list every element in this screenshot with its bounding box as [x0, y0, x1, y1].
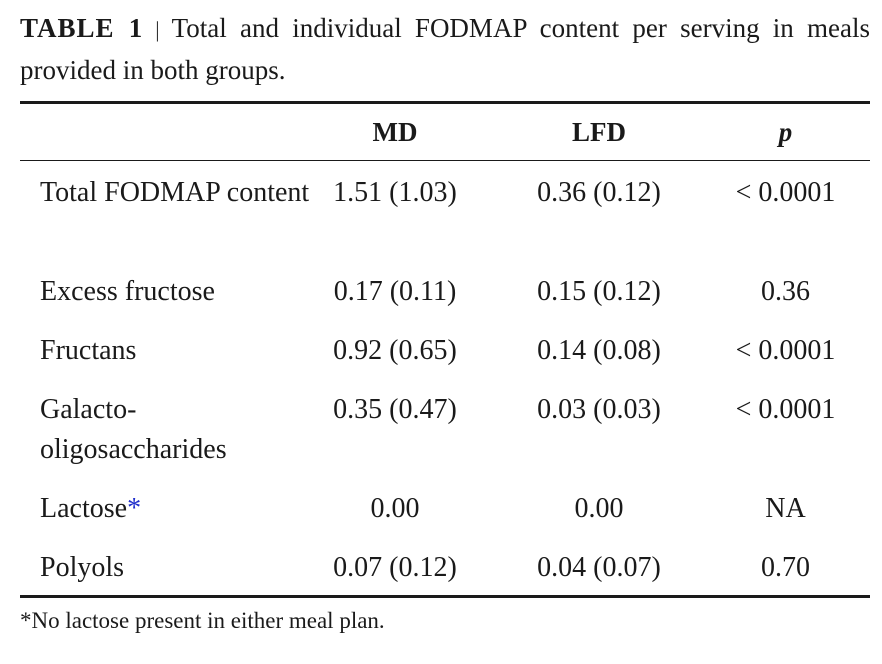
caption-separator: |	[155, 17, 160, 42]
table-label: TABLE 1	[20, 13, 144, 43]
cell-md: 0.07 (0.12)	[333, 552, 457, 583]
row-label: Excess fructose	[40, 276, 215, 307]
table-top-rule	[20, 101, 870, 104]
row-label: Fructans	[40, 335, 137, 366]
cell-lfd: 0.00	[574, 493, 624, 524]
cell-p: NA	[765, 493, 806, 524]
row-label: Lactose*	[40, 489, 330, 529]
column-header-p: p	[778, 117, 793, 147]
table-footnote: *No lactose present in either meal plan.	[20, 608, 385, 633]
cell-lfd: 0.15 (0.12)	[537, 276, 661, 307]
cell-lfd: 0.36 (0.12)	[537, 177, 661, 208]
table-caption: TABLE 1 | Total and individual FODMAP cont…	[20, 8, 870, 90]
cell-md: 0.00	[370, 493, 420, 524]
column-header-md: MD	[372, 117, 418, 147]
table-bottom-rule	[20, 595, 870, 598]
row-label: Galacto-oligosaccharides	[40, 394, 227, 465]
cell-p: < 0.0001	[735, 394, 836, 425]
column-header-lfd: LFD	[572, 117, 626, 147]
cell-lfd: 0.14 (0.08)	[537, 335, 661, 366]
cell-p: 0.70	[761, 552, 810, 583]
cell-p: < 0.0001	[735, 335, 836, 366]
cell-md: 0.92 (0.65)	[333, 335, 457, 366]
cell-md: 1.51 (1.03)	[333, 177, 457, 208]
caption-text: Total and individual FODMAP content per …	[20, 13, 871, 85]
row-label: Polyols	[40, 552, 125, 583]
header-divider-rule	[20, 160, 870, 161]
cell-lfd: 0.04 (0.07)	[537, 552, 661, 583]
row-label: Total FODMAP content	[40, 177, 310, 208]
cell-md: 0.35 (0.47)	[333, 394, 457, 425]
cell-md: 0.17 (0.11)	[333, 276, 457, 307]
cell-lfd: 0.03 (0.03)	[537, 394, 661, 425]
footnote-marker: *	[127, 493, 142, 524]
cell-p: 0.36	[761, 276, 810, 307]
row-label-text: Lactose	[40, 493, 128, 524]
cell-p: < 0.0001	[735, 177, 836, 208]
